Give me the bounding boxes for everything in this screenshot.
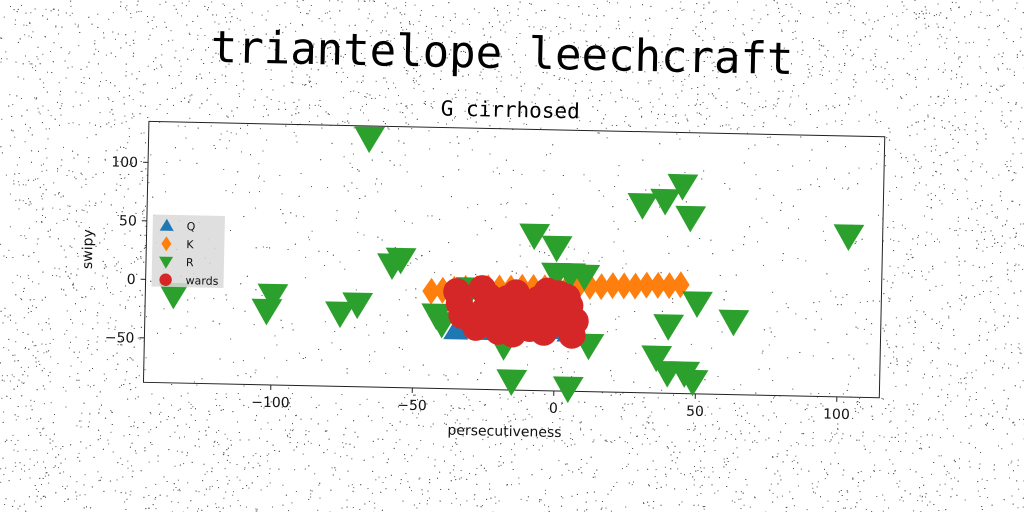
point-r (342, 292, 374, 320)
point-r (677, 369, 709, 397)
point-r (552, 376, 584, 404)
point-k (422, 277, 441, 305)
point-r (519, 223, 551, 251)
point-k (603, 272, 622, 300)
point-r (496, 369, 528, 397)
legend-label: wards (185, 274, 218, 288)
point-wards (561, 307, 589, 335)
plot-area (142, 120, 886, 399)
y-tick-label: 100 (111, 155, 138, 172)
legend-label: R (186, 256, 194, 269)
point-r (257, 283, 289, 311)
point-r (627, 193, 659, 220)
chart-title: G cirrhosed (440, 96, 580, 123)
point-r (377, 253, 408, 280)
point-k (671, 271, 690, 299)
point-k (592, 273, 611, 301)
point-wards (468, 275, 496, 303)
y-tick-label: 50 (119, 213, 137, 229)
point-r (541, 235, 573, 263)
point-k (637, 271, 656, 299)
y-tick-label: 0 (127, 272, 136, 288)
x-tick-label: −50 (397, 398, 427, 415)
point-r (541, 262, 572, 290)
legend-label: K (186, 238, 194, 251)
point-k (649, 271, 668, 299)
point-r (251, 298, 283, 326)
point-r (675, 205, 707, 233)
point-k (660, 272, 679, 300)
legend-marker-wards (159, 273, 172, 286)
point-r (354, 126, 386, 154)
point-r (718, 309, 750, 337)
point-r (653, 314, 685, 341)
point-r (650, 188, 682, 216)
legend-marker-q (159, 218, 174, 231)
point-r (682, 291, 713, 318)
point-r (833, 224, 865, 251)
x-tick-label: −100 (251, 395, 290, 412)
point-r (569, 264, 601, 292)
point-k (614, 272, 633, 300)
chart-suptitle: triantelope leechcraft (210, 22, 794, 85)
x-tick-label: 100 (823, 407, 850, 424)
y-axis-label: swipy (80, 229, 97, 269)
point-r (667, 173, 699, 201)
legend-label: Q (187, 220, 196, 233)
x-tick-label: 50 (686, 404, 704, 420)
legend-marker-k (161, 236, 172, 252)
point-k (580, 272, 599, 300)
point-k (626, 272, 645, 300)
point-r (158, 282, 190, 310)
legend-marker-r (159, 256, 174, 269)
y-tick-label: −50 (105, 330, 135, 347)
x-tick-label: 0 (549, 401, 558, 417)
point-r (641, 345, 673, 373)
point-r (325, 301, 356, 329)
x-axis-label: persecutiveness (447, 423, 561, 441)
